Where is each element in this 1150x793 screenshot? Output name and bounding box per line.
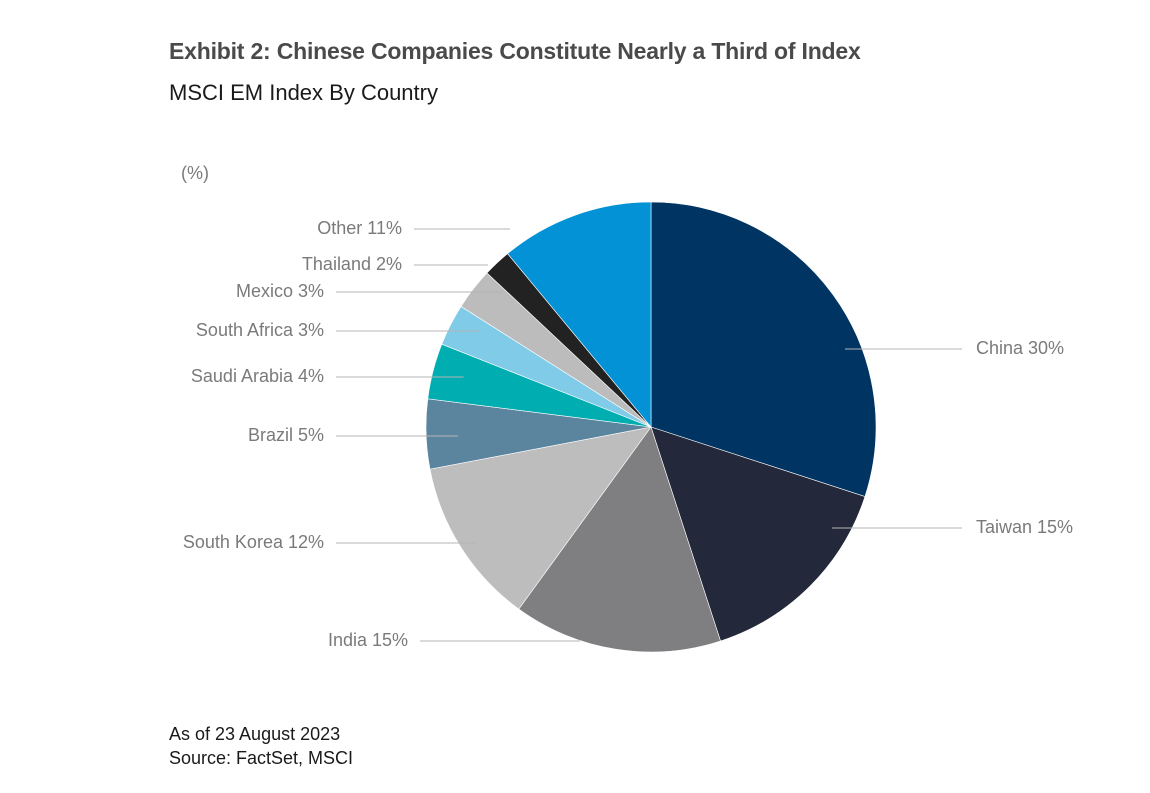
pie-slice-other — [507, 201, 652, 428]
slice-label-taiwan: Taiwan 15% — [976, 517, 1073, 537]
pie-slice-india — [518, 426, 721, 653]
slice-label-other: Other 11% — [317, 218, 402, 238]
unit-label: (%) — [181, 163, 209, 183]
as-of-date: As of 23 August 2023 — [169, 724, 341, 744]
chart-title: Exhibit 2: Chinese Companies Constitute … — [169, 38, 861, 64]
slice-label-south-africa: South Africa 3% — [196, 320, 324, 340]
slice-label-south-korea: South Korea 12% — [183, 532, 324, 552]
slice-label-thailand: Thailand 2% — [302, 254, 402, 274]
slice-labels: China 30% Taiwan 15% India 15% South Korea … — [183, 218, 1073, 650]
chart-subtitle: MSCI EM Index By Country — [169, 80, 438, 105]
slice-label-brazil: Brazil 5% — [248, 425, 324, 445]
slice-label-mexico: Mexico 3% — [236, 281, 324, 301]
pie-slice-south-korea — [429, 426, 652, 610]
leader-lines — [336, 228, 962, 642]
slice-label-india: India 15% — [328, 630, 408, 650]
slice-label-china: China 30% — [976, 338, 1064, 358]
slice-label-saudi-arabia: Saudi Arabia 4% — [191, 366, 324, 386]
pie-slice-taiwan — [650, 426, 866, 642]
pie-slices — [425, 201, 877, 653]
pie-slice-china — [650, 201, 877, 497]
source-note: Source: FactSet, MSCI — [169, 748, 354, 768]
